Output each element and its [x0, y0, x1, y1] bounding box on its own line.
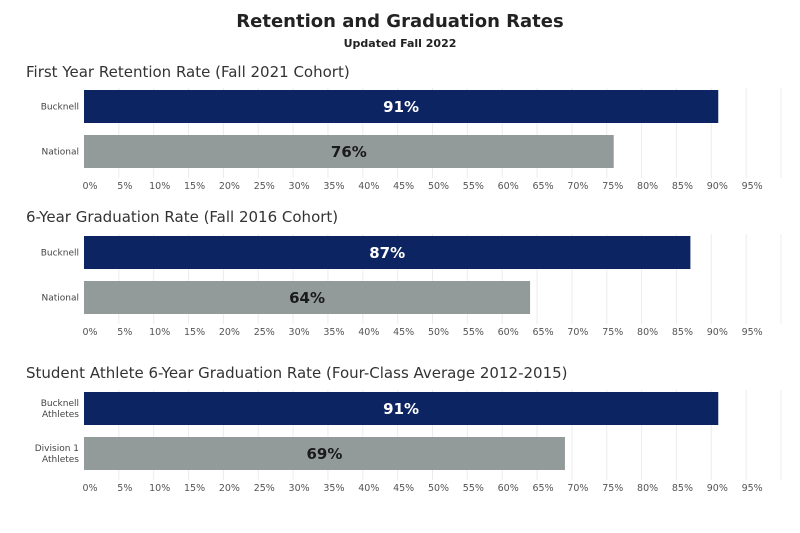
- x-tick-label: 25%: [254, 483, 275, 494]
- x-tick-label: 95%: [742, 483, 763, 494]
- bar-bucknell-athletes: [84, 392, 719, 425]
- bar-national: [84, 281, 531, 314]
- x-tick-label: 0%: [82, 327, 97, 338]
- x-tick-label: 80%: [637, 181, 658, 192]
- x-tick-label: 35%: [323, 483, 344, 494]
- athlete-chart-title: Student Athlete 6-Year Graduation Rate (…: [26, 364, 568, 382]
- value-label: 91%: [383, 400, 419, 418]
- x-tick-label: 30%: [289, 327, 310, 338]
- page-subtitle: Updated Fall 2022: [343, 37, 457, 50]
- value-label: 76%: [331, 143, 367, 161]
- category-label: National: [41, 294, 79, 304]
- x-tick-label: 50%: [428, 327, 449, 338]
- x-tick-label: 45%: [393, 483, 414, 494]
- category-label: Bucknell: [41, 399, 79, 409]
- x-tick-label: 55%: [463, 327, 484, 338]
- x-tick-label: 95%: [742, 181, 763, 192]
- x-tick-label: 15%: [184, 483, 205, 494]
- x-tick-label: 35%: [323, 327, 344, 338]
- x-tick-label: 70%: [567, 327, 588, 338]
- x-tick-label: 60%: [498, 483, 519, 494]
- x-tick-label: 60%: [498, 327, 519, 338]
- x-tick-label: 85%: [672, 483, 693, 494]
- athlete-graduation-chart: 0% 5% 10% 15% 20% 25% 30% 35% 40% 45% 50% 55% 60% 65%…: [35, 390, 782, 494]
- x-tick-label: 30%: [289, 181, 310, 192]
- bar-division-1-athletes: [84, 437, 565, 470]
- x-tick-label: 65%: [532, 181, 553, 192]
- x-tick-label: 85%: [672, 181, 693, 192]
- x-tick-label: 70%: [567, 483, 588, 494]
- x-tick-label: 20%: [219, 327, 240, 338]
- x-tick-label: 60%: [498, 181, 519, 192]
- x-tick-label: 80%: [637, 327, 658, 338]
- x-tick-label: 0%: [82, 181, 97, 192]
- graduation-rate-chart: 0% 5% 10% 15% 20% 25% 30% 35% 40% 45% 50% 55% 60% 65%…: [41, 234, 782, 338]
- x-tick-label: 5%: [117, 483, 132, 494]
- page-title: Retention and Graduation Rates: [236, 11, 564, 32]
- x-tick-label: 10%: [149, 327, 170, 338]
- bar-national: [84, 135, 614, 168]
- bar-bucknell: [84, 236, 691, 269]
- x-tick-label: 40%: [358, 181, 379, 192]
- x-tick-label: 20%: [219, 483, 240, 494]
- category-label: National: [41, 148, 79, 158]
- category-label: Bucknell: [41, 103, 79, 113]
- x-tick-label: 40%: [358, 327, 379, 338]
- x-tick-label: 75%: [602, 327, 623, 338]
- x-tick-label: 5%: [117, 327, 132, 338]
- value-label: 91%: [383, 98, 419, 116]
- category-label: Division 1: [35, 444, 79, 454]
- x-tick-label: 10%: [149, 483, 170, 494]
- x-tick-label: 30%: [289, 483, 310, 494]
- x-tick-label: 70%: [567, 181, 588, 192]
- x-tick-label: 45%: [393, 181, 414, 192]
- bar-bucknell: [84, 90, 719, 123]
- x-tick-label: 65%: [532, 483, 553, 494]
- retention-chart-title: First Year Retention Rate (Fall 2021 Coh…: [26, 63, 350, 81]
- x-tick-label: 0%: [82, 483, 97, 494]
- value-label: 69%: [307, 445, 343, 463]
- x-tick-label: 85%: [672, 327, 693, 338]
- graduation-chart-title: 6-Year Graduation Rate (Fall 2016 Cohort…: [26, 208, 339, 226]
- x-tick-label: 50%: [428, 181, 449, 192]
- x-tick-label: 55%: [463, 483, 484, 494]
- x-tick-label: 35%: [323, 181, 344, 192]
- x-tick-label: 25%: [254, 181, 275, 192]
- x-tick-label: 25%: [254, 327, 275, 338]
- x-tick-label: 40%: [358, 483, 379, 494]
- x-tick-label: 55%: [463, 181, 484, 192]
- retention-rate-chart: 0% 5% 10% 15% 20% 25% 30% 35% 40% 45% 50% 55% 60% 65%…: [41, 88, 782, 192]
- x-tick-label: 50%: [428, 483, 449, 494]
- category-label: Bucknell: [41, 249, 79, 259]
- x-tick-label: 95%: [742, 327, 763, 338]
- x-tick-label: 45%: [393, 327, 414, 338]
- value-label: 64%: [289, 289, 325, 307]
- x-tick-label: 75%: [602, 181, 623, 192]
- x-tick-label: 10%: [149, 181, 170, 192]
- x-tick-label: 80%: [637, 483, 658, 494]
- category-label: Athletes: [42, 455, 79, 465]
- category-label: Athletes: [42, 410, 79, 420]
- x-tick-label: 90%: [707, 327, 728, 338]
- x-tick-label: 15%: [184, 181, 205, 192]
- x-tick-label: 90%: [707, 181, 728, 192]
- x-tick-label: 75%: [602, 483, 623, 494]
- value-label: 87%: [369, 244, 405, 262]
- x-tick-label: 5%: [117, 181, 132, 192]
- x-tick-label: 65%: [532, 327, 553, 338]
- x-tick-label: 15%: [184, 327, 205, 338]
- x-tick-label: 20%: [219, 181, 240, 192]
- x-tick-label: 90%: [707, 483, 728, 494]
